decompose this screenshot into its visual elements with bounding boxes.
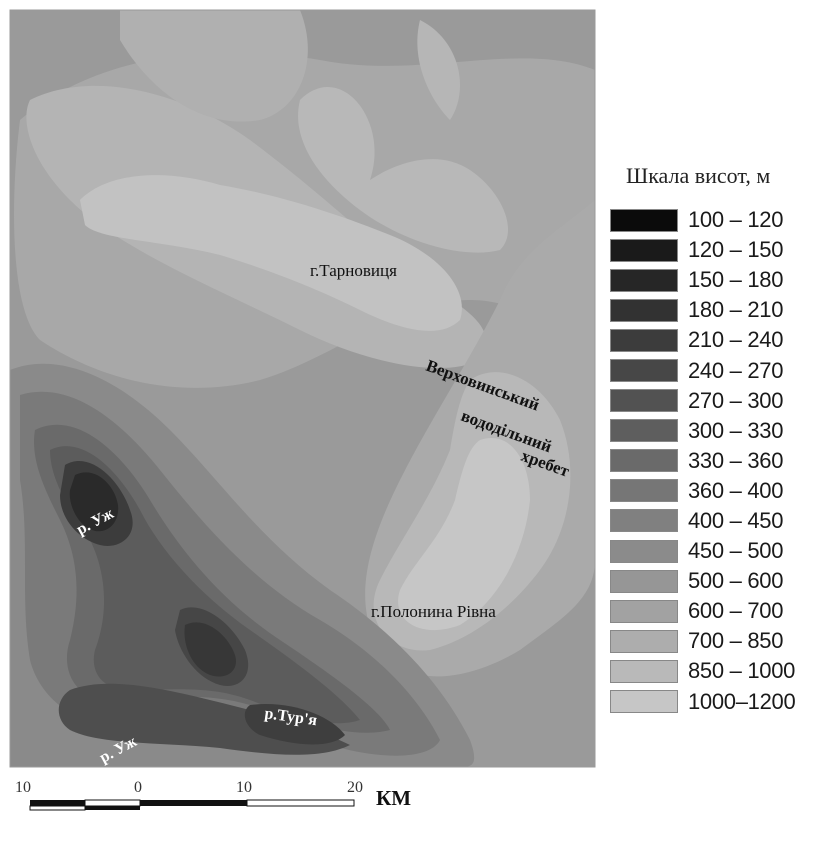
legend-swatch (610, 389, 678, 413)
legend-item: 180 – 210 (604, 295, 830, 325)
peak-label-tarnovytsia: г.Тарновиця (310, 261, 397, 280)
legend-range-label: 450 – 500 (688, 538, 784, 564)
legend-range-label: 270 – 300 (688, 387, 784, 413)
legend-range-label: 400 – 450 (688, 507, 784, 533)
scale-segment (30, 800, 85, 806)
legend-range-label: 120 – 150 (688, 237, 784, 263)
legend-swatch (610, 419, 678, 443)
legend-swatch (610, 328, 678, 352)
elevation-legend: Шкала висот, м 100 – 120 120 – 150 150 – 1… (604, 163, 830, 717)
legend-rows: 100 – 120 120 – 150 150 – 180 180 – 210 210 … (604, 205, 830, 717)
legend-swatch (610, 509, 678, 533)
scale-tick-label: 10 (236, 779, 252, 796)
legend-item: 700 – 850 (604, 626, 830, 656)
legend-range-label: 240 – 270 (688, 357, 784, 383)
legend-item: 400 – 450 (604, 506, 830, 536)
legend-swatch (610, 690, 678, 714)
legend-title: Шкала висот, м (626, 163, 771, 188)
scale-bar: 10 0 10 20 КМ (15, 779, 411, 811)
legend-range-label: 330 – 360 (688, 447, 784, 473)
scale-segment (85, 806, 140, 810)
legend-item: 300 – 330 (604, 416, 830, 446)
legend-range-label: 150 – 180 (688, 267, 784, 293)
legend-item: 150 – 180 (604, 265, 830, 295)
scale-segment (140, 800, 247, 806)
legend-range-label: 600 – 700 (688, 598, 784, 624)
scale-segment (29, 805, 86, 811)
legend-range-label: 100 – 120 (688, 207, 784, 233)
scale-segment (84, 799, 141, 807)
legend-item: 360 – 400 (604, 476, 830, 506)
legend-range-label: 300 – 330 (688, 417, 784, 443)
legend-item: 120 – 150 (604, 235, 830, 265)
legend-swatch (610, 629, 678, 653)
legend-item: 240 – 270 (604, 355, 830, 385)
legend-swatch (610, 298, 678, 322)
legend-item: 600 – 700 (604, 596, 830, 626)
legend-swatch (610, 268, 678, 292)
legend-swatch (610, 659, 678, 683)
legend-range-label: 700 – 850 (688, 628, 784, 654)
legend-item: 450 – 500 (604, 536, 830, 566)
peak-label-polonyna-rivna: г.Полонина Рівна (371, 602, 496, 621)
scale-tick-label: 10 (15, 779, 31, 796)
legend-item: 330 – 360 (604, 446, 830, 476)
legend-swatch (610, 479, 678, 503)
legend-range-label: 500 – 600 (688, 568, 784, 594)
scale-unit-label: КМ (376, 786, 411, 810)
legend-swatch (610, 569, 678, 593)
legend-item: 100 – 120 (604, 205, 830, 235)
map-area (10, 10, 595, 767)
legend-range-label: 210 – 240 (688, 327, 784, 353)
legend-range-label: 360 – 400 (688, 477, 784, 503)
legend-swatch (610, 449, 678, 473)
legend-item: 850 – 1000 (604, 656, 830, 686)
legend-range-label: 180 – 210 (688, 297, 784, 323)
scale-segment (246, 799, 355, 807)
legend-swatch (610, 539, 678, 563)
legend-swatch (610, 359, 678, 383)
legend-item: 270 – 300 (604, 386, 830, 416)
legend-item: 1000–1200 (604, 687, 830, 717)
legend-swatch (610, 599, 678, 623)
scale-tick-label: 20 (347, 779, 363, 796)
legend-swatch (610, 208, 678, 232)
legend-item: 500 – 600 (604, 566, 830, 596)
legend-range-label: 850 – 1000 (688, 658, 796, 684)
legend-range-label: 1000–1200 (688, 688, 796, 714)
legend-item: 210 – 240 (604, 325, 830, 355)
legend-swatch (610, 238, 678, 262)
scale-tick-label: 0 (134, 779, 142, 796)
